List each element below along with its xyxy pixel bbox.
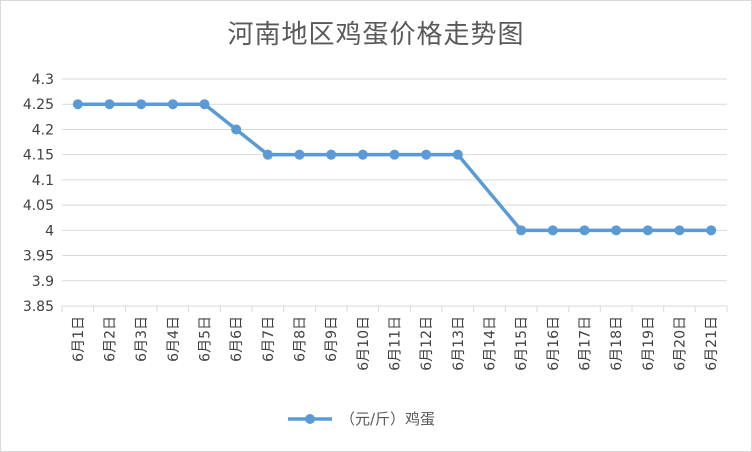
data-point xyxy=(389,149,400,160)
x-tick-label: 6月14日 xyxy=(483,316,499,371)
y-tick-label: 4.15 xyxy=(23,148,54,164)
data-point xyxy=(421,149,432,160)
x-tick-label: 6月4日 xyxy=(166,316,182,362)
x-tick-label: 6月13日 xyxy=(451,316,467,371)
x-tick-label: 6月2日 xyxy=(103,316,119,362)
x-tick-label: 6月6日 xyxy=(229,316,245,362)
data-point xyxy=(642,225,653,236)
data-point xyxy=(294,149,305,160)
y-tick-label: 4.1 xyxy=(32,173,54,189)
x-tick-label: 6月20日 xyxy=(673,316,689,371)
data-point xyxy=(326,149,337,160)
legend-marker xyxy=(305,414,315,424)
data-point xyxy=(547,225,558,236)
x-tick-label: 6月3日 xyxy=(134,316,150,362)
x-tick-label: 6月12日 xyxy=(419,316,435,371)
data-point xyxy=(674,225,685,236)
y-tick-label: 4.3 xyxy=(32,72,54,88)
y-tick-label: 4 xyxy=(45,223,54,239)
x-tick-label: 6月8日 xyxy=(293,316,309,362)
data-point xyxy=(357,149,368,160)
x-tick-label: 6月5日 xyxy=(198,316,214,362)
data-point xyxy=(72,99,83,110)
chart-title: 河南地区鸡蛋价格走势图 xyxy=(227,20,525,50)
x-tick-label: 6月16日 xyxy=(546,316,562,371)
x-axis-tick-labels: 6月1日 6月2日 6月3日 6月4日 6月5日 6月6日 6月7日 6月8日 6月9日 6月10… xyxy=(61,306,728,371)
data-point xyxy=(611,225,622,236)
data-point xyxy=(579,225,590,236)
data-point xyxy=(452,149,463,160)
y-tick-label: 4.05 xyxy=(23,198,54,214)
gridlines xyxy=(62,78,727,307)
y-tick-label: 3.9 xyxy=(32,274,54,290)
data-point xyxy=(516,225,527,236)
data-point xyxy=(104,99,115,110)
y-tick-label: 4.2 xyxy=(32,122,54,138)
x-tick-label: 6月17日 xyxy=(578,316,594,371)
data-point xyxy=(231,124,242,135)
x-tick-label: 6月7日 xyxy=(261,316,277,362)
data-point xyxy=(262,149,273,160)
x-tick-label: 6月1日 xyxy=(71,316,87,362)
x-tick-label: 6月15日 xyxy=(514,316,530,371)
legend: （元/斤）鸡蛋 xyxy=(288,410,435,428)
x-tick-label: 6月9日 xyxy=(324,316,340,362)
data-point xyxy=(706,225,717,236)
y-axis-tick-labels: 3.85 3.9 3.95 4 4.05 4.1 4.15 4.2 4.25 4.3 xyxy=(23,72,54,315)
y-tick-label: 4.25 xyxy=(23,97,54,113)
x-tick-label: 6月11日 xyxy=(388,316,404,371)
y-tick-label: 3.95 xyxy=(23,249,54,265)
series-layer xyxy=(72,99,717,236)
x-tick-label: 6月10日 xyxy=(356,316,372,371)
data-point xyxy=(199,99,210,110)
x-tick-label: 6月19日 xyxy=(641,316,657,371)
x-tick-label: 6月18日 xyxy=(609,316,625,371)
y-tick-label: 3.85 xyxy=(23,299,54,315)
series-line xyxy=(77,102,712,233)
data-point xyxy=(136,99,147,110)
legend-label: （元/斤）鸡蛋 xyxy=(340,410,435,428)
x-tick-label: 6月21日 xyxy=(704,316,720,371)
data-point xyxy=(167,99,178,110)
